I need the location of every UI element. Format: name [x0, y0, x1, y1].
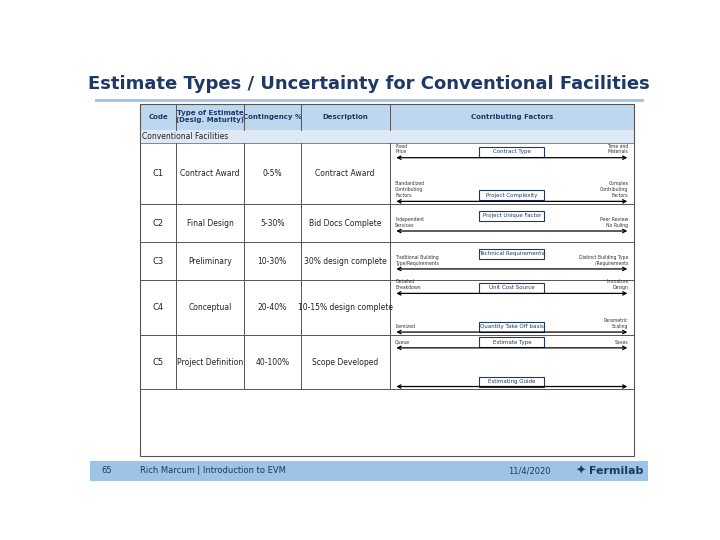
- Text: 40-100%: 40-100%: [256, 357, 289, 367]
- Text: C5: C5: [153, 357, 164, 367]
- Text: 10-30%: 10-30%: [258, 257, 287, 266]
- Text: Technical Requirements: Technical Requirements: [480, 251, 544, 256]
- Text: Contract Type: Contract Type: [493, 149, 531, 154]
- Text: Complex
Contributing
Factors: Complex Contributing Factors: [600, 181, 629, 198]
- Text: 10-15% design complete: 10-15% design complete: [297, 303, 392, 312]
- Text: Contributing Factors: Contributing Factors: [471, 114, 553, 120]
- FancyBboxPatch shape: [480, 376, 544, 387]
- FancyBboxPatch shape: [480, 146, 544, 157]
- Text: Detailed
Breakdown: Detailed Breakdown: [395, 279, 420, 290]
- Text: Type of Estimate
(Desig. Maturity): Type of Estimate (Desig. Maturity): [176, 111, 244, 124]
- Text: Distinct Building Type
/Requirements: Distinct Building Type /Requirements: [579, 255, 629, 266]
- Text: Description: Description: [323, 114, 368, 120]
- Text: Immature
Design: Immature Design: [606, 279, 629, 290]
- Text: Estimate Type: Estimate Type: [492, 340, 531, 345]
- Text: Project Complexity: Project Complexity: [486, 193, 538, 198]
- Text: Rich Marcum | Introduction to EVM: Rich Marcum | Introduction to EVM: [140, 466, 286, 475]
- Text: Quantity Take Off basis: Quantity Take Off basis: [480, 324, 544, 329]
- Text: C4: C4: [153, 303, 164, 312]
- Text: 5-30%: 5-30%: [260, 219, 284, 228]
- Text: C3: C3: [153, 257, 164, 266]
- Text: 0-5%: 0-5%: [263, 169, 282, 178]
- Text: Preliminary: Preliminary: [188, 257, 232, 266]
- Text: 65: 65: [101, 466, 112, 475]
- FancyBboxPatch shape: [480, 211, 544, 221]
- Text: Unit Cost Source: Unit Cost Source: [489, 286, 535, 291]
- Text: Queue: Queue: [395, 340, 410, 345]
- Text: Itemized: Itemized: [395, 324, 415, 329]
- Text: C2: C2: [153, 219, 164, 228]
- Bar: [140, 104, 634, 456]
- Bar: [140, 130, 634, 143]
- Text: 20-40%: 20-40%: [258, 303, 287, 312]
- FancyBboxPatch shape: [480, 283, 544, 293]
- Bar: [90, 461, 648, 481]
- Text: Independent
Services: Independent Services: [395, 217, 424, 228]
- FancyBboxPatch shape: [480, 338, 544, 347]
- Text: Contract Award: Contract Award: [180, 169, 240, 178]
- Text: Conceptual: Conceptual: [189, 303, 232, 312]
- Text: C1: C1: [153, 169, 164, 178]
- Text: Standardized
Contributing
Factors: Standardized Contributing Factors: [395, 181, 426, 198]
- Text: Bid Docs Complete: Bid Docs Complete: [309, 219, 382, 228]
- Text: Saves: Saves: [615, 340, 629, 345]
- Text: 11/4/2020: 11/4/2020: [508, 466, 551, 475]
- Text: Scope Developed: Scope Developed: [312, 357, 378, 367]
- FancyBboxPatch shape: [480, 249, 544, 259]
- Text: Estimate Types / Uncertainty for Conventional Facilities: Estimate Types / Uncertainty for Convent…: [88, 75, 650, 92]
- Text: 30% design complete: 30% design complete: [304, 257, 387, 266]
- Text: Contract Award: Contract Award: [315, 169, 375, 178]
- FancyBboxPatch shape: [480, 190, 544, 200]
- Text: Project Definition: Project Definition: [177, 357, 243, 367]
- Text: Time and
Materials: Time and Materials: [607, 144, 629, 154]
- Text: Contingency %: Contingency %: [243, 114, 302, 120]
- Text: ✦: ✦: [575, 464, 586, 477]
- Text: Estimating Guide: Estimating Guide: [488, 379, 536, 384]
- Text: Peer Review
No Ruling: Peer Review No Ruling: [600, 217, 629, 228]
- FancyBboxPatch shape: [480, 322, 544, 332]
- Text: Fermilab: Fermilab: [590, 465, 644, 476]
- Text: Traditional Building
Type/Requirements: Traditional Building Type/Requirements: [395, 255, 439, 266]
- Text: Final Design: Final Design: [186, 219, 233, 228]
- Text: Code: Code: [148, 114, 168, 120]
- Text: Project Unique Factor: Project Unique Factor: [482, 213, 541, 218]
- Text: Fixed
Price: Fixed Price: [395, 144, 408, 154]
- Text: Parametric
Scaling: Parametric Scaling: [604, 318, 629, 329]
- Bar: [140, 104, 634, 130]
- Text: Conventional Facilities: Conventional Facilities: [142, 132, 228, 141]
